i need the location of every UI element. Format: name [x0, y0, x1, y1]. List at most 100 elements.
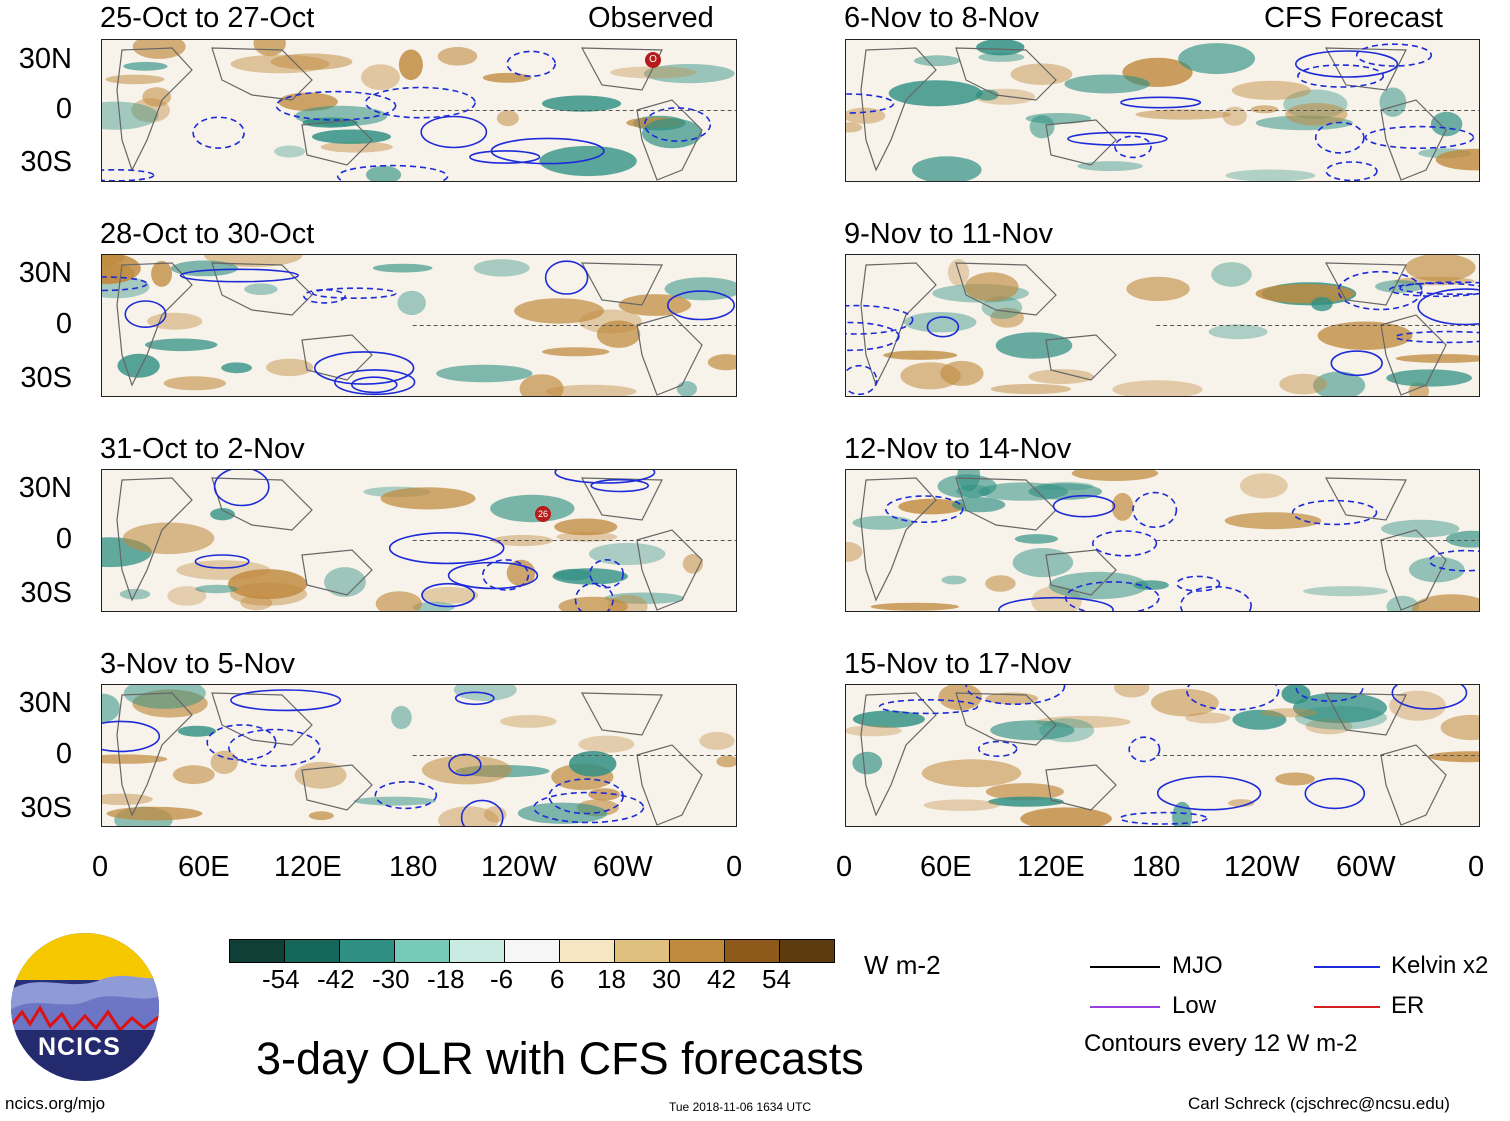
map-panel — [101, 684, 737, 827]
dry-anomaly — [253, 40, 286, 56]
map-drawing — [846, 40, 1479, 181]
coastline — [211, 477, 313, 531]
dry-anomaly — [1222, 106, 1247, 126]
dry-anomaly — [699, 731, 735, 750]
panel-6-title: 12-Nov to 14-Nov — [844, 433, 1072, 465]
wet-anomaly — [195, 584, 238, 594]
panel-1-title: 25-Oct to 27-Oct — [100, 2, 315, 34]
dry-anomaly — [1114, 685, 1150, 698]
colorbar-swatch — [230, 940, 285, 962]
dry-anomaly — [1395, 354, 1479, 363]
dry-anomaly — [846, 541, 863, 562]
wet-anomaly — [541, 95, 622, 112]
dry-anomaly — [172, 765, 215, 785]
lat-label-30n: 30N — [18, 687, 72, 719]
footer-timestamp: Tue 2018-11-06 1634 UTC — [669, 1100, 812, 1114]
wet-anomaly — [852, 710, 925, 728]
wet-anomaly — [102, 693, 120, 723]
wet-anomaly — [1381, 519, 1460, 538]
coastline — [636, 314, 703, 396]
wet-anomaly — [366, 165, 402, 181]
colorbar-tick: -30 — [372, 964, 410, 994]
kelvin-contour — [350, 376, 398, 394]
lon-label: 120E — [1017, 851, 1085, 883]
dry-anomaly — [579, 309, 642, 334]
lon-label: 120W — [1224, 851, 1300, 883]
dry-anomaly — [361, 64, 400, 91]
kelvin-contour — [965, 685, 1066, 705]
colorbar-tick: 42 — [707, 964, 736, 994]
dry-anomaly — [167, 586, 207, 606]
wet-anomaly — [244, 283, 278, 295]
wet-anomaly — [852, 751, 883, 775]
dry-anomaly — [1412, 594, 1479, 611]
kelvin-contour — [1176, 575, 1221, 592]
lat-label-30s: 30S — [20, 362, 72, 394]
coastline — [211, 47, 313, 101]
wet-anomaly — [145, 338, 218, 352]
dry-anomaly — [519, 374, 564, 396]
dry-anomaly — [380, 487, 476, 510]
dry-anomaly — [227, 569, 308, 600]
kelvin-contour — [1052, 494, 1116, 518]
kelvin-contour — [364, 86, 476, 119]
dry-anomaly — [1250, 105, 1279, 114]
dry-anomaly — [176, 560, 271, 580]
main-title: 3-day OLR with CFS forecasts — [256, 1033, 864, 1084]
lon-label: 60W — [1336, 851, 1396, 883]
wet-anomaly — [904, 312, 977, 333]
kelvin-contour — [574, 582, 614, 611]
lat-label-30s: 30S — [20, 577, 72, 609]
kelvin-contour — [666, 290, 735, 321]
kelvin-contour — [1132, 491, 1178, 529]
lat-label-30s: 30S — [20, 792, 72, 824]
colorbar-swatch — [670, 940, 725, 962]
kelvin-contour — [469, 150, 541, 164]
wet-anomaly — [995, 332, 1073, 359]
coastline — [301, 549, 373, 596]
dry-anomaly — [1020, 807, 1112, 826]
coastline — [211, 692, 313, 746]
wet-anomaly — [937, 474, 997, 499]
wet-anomaly — [642, 118, 702, 149]
dry-anomaly — [1279, 373, 1328, 395]
coastline — [116, 47, 193, 172]
wet-anomaly — [588, 542, 666, 566]
coastline — [580, 692, 663, 736]
dry-anomaly — [898, 498, 965, 515]
dry-anomaly — [985, 783, 1064, 801]
wet-anomaly — [1178, 43, 1255, 75]
wet-anomaly — [294, 105, 388, 127]
kelvin-contour — [1295, 685, 1364, 702]
dry-anomaly — [437, 47, 478, 66]
kelvin-contour — [460, 799, 504, 826]
kelvin-contour — [885, 495, 964, 523]
coastline — [1045, 119, 1117, 166]
wet-anomaly — [1077, 161, 1143, 172]
wet-anomaly — [372, 263, 433, 273]
coastline — [1045, 764, 1117, 811]
map-panel — [101, 39, 737, 182]
dry-anomaly — [496, 110, 519, 127]
kelvin-contour — [846, 304, 914, 335]
coastline — [301, 119, 373, 166]
dry-anomaly — [716, 755, 736, 768]
dry-anomaly — [1428, 751, 1479, 763]
dry-anomaly — [1260, 708, 1318, 718]
legend-label-kelvin: Kelvin x2 — [1391, 952, 1489, 979]
coastline — [955, 262, 1057, 316]
kelvin-contour — [482, 559, 530, 591]
coastline — [301, 764, 373, 811]
dry-anomaly — [1305, 718, 1353, 735]
coastline — [580, 477, 663, 521]
contour-note: Contours every 12 W m-2 — [1084, 1030, 1358, 1057]
kelvin-contour — [124, 300, 167, 329]
dry-anomaly — [266, 358, 314, 377]
dry-anomaly — [1126, 276, 1190, 301]
panel-4-title: 9-Nov to 11-Nov — [844, 218, 1053, 250]
storm-marker: O — [645, 52, 661, 68]
dry-anomaly — [1010, 63, 1073, 85]
dry-anomaly — [421, 755, 512, 785]
dry-anomaly — [554, 518, 618, 536]
wet-anomaly — [353, 796, 436, 806]
